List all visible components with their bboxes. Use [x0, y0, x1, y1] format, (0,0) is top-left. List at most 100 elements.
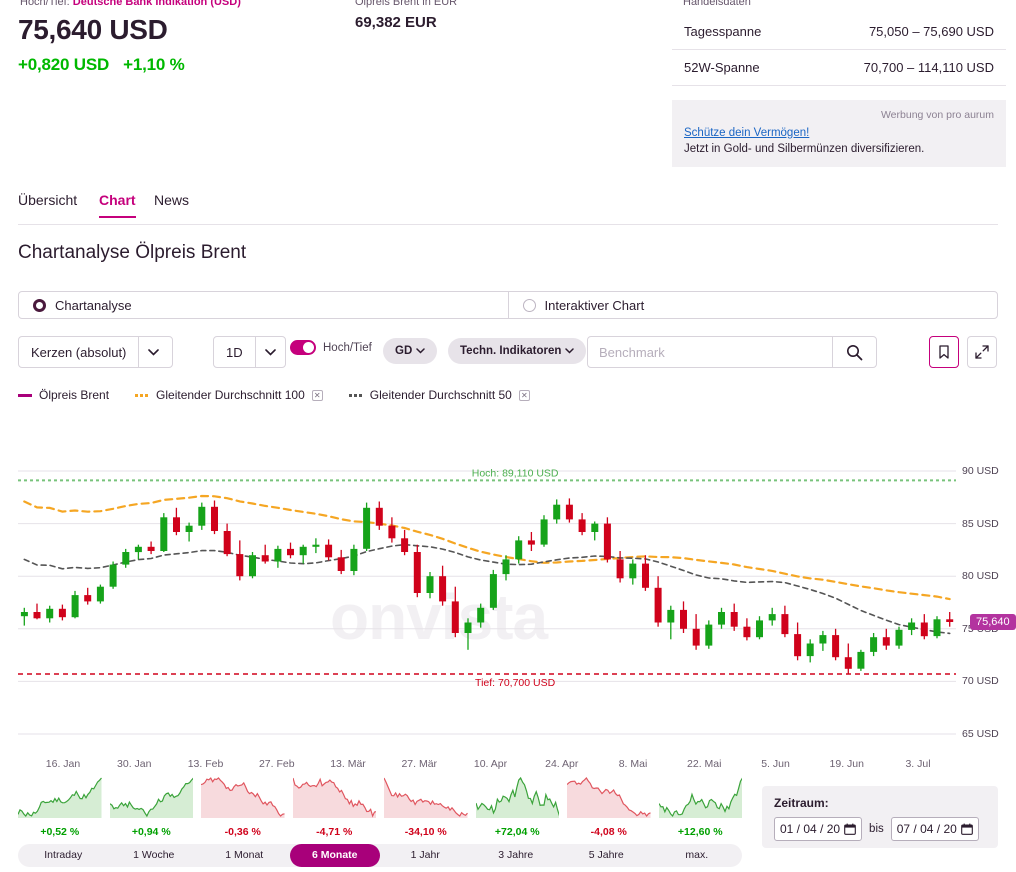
period-change: -34,10 %: [404, 826, 447, 838]
date-range-row: 01 / 04 / 20 bis 07 / 04 / 20: [774, 817, 986, 841]
sparkline-chart: [200, 777, 285, 818]
gd-dropdown[interactable]: GD: [383, 338, 438, 364]
bookmark-icon: [939, 344, 949, 359]
y-axis-tick: 85 USD: [962, 517, 999, 530]
legend-swatch-icon: [348, 393, 363, 397]
quote-change-percent: +1,10 %: [123, 55, 185, 74]
sparkline-chart: [109, 777, 194, 818]
legend-label: Ölpreis Brent: [39, 388, 110, 402]
calendar-icon: [844, 823, 856, 835]
date-from-field[interactable]: 01 / 04 / 20: [774, 817, 863, 841]
period-button-1-woche[interactable]: 1 Woche: [133, 849, 175, 861]
x-axis-tick: 3. Jul: [905, 758, 931, 770]
date-range-title: Zeitraum:: [774, 796, 829, 810]
benchmark-input[interactable]: [588, 337, 832, 367]
mode-option-label: Chartanalyse: [55, 297, 132, 313]
main-chart[interactable]: Hoch: 89,110 USD Tief: 70,700 USD 90 USD 8…: [18, 450, 1016, 760]
legend-label: Gleitender Durchschnitt 100: [156, 388, 305, 402]
fullscreen-button[interactable]: [967, 336, 997, 368]
page-title: Chartanalyse Ölpreis Brent: [18, 242, 247, 263]
radio-selected-icon: [33, 298, 46, 312]
sparkline-cell[interactable]: -4,08 %: [566, 776, 651, 838]
x-axis-tick: 22. Mai: [687, 758, 722, 770]
x-axis-tick: 16. Jan: [45, 758, 81, 770]
x-axis-tick: 13. Feb: [187, 758, 224, 770]
ad-label: Werbung von pro aurum: [880, 109, 994, 121]
svg-text:Tief: 70,700 USD: Tief: 70,700 USD: [475, 677, 556, 689]
sparkline-chart: [657, 777, 743, 818]
period-button-max[interactable]: max.: [685, 849, 709, 861]
chevron-down-icon: [416, 348, 425, 354]
info-panel: Tagesspanne 75,050 – 75,690 USD 52W-Span…: [672, 14, 1006, 167]
x-axis-labels: 16. Jan 30. Jan 13. Feb 27. Feb 13. Mär 27. M…: [18, 758, 998, 774]
toggle-switch[interactable]: [290, 340, 316, 355]
tab-uebersicht[interactable]: Übersicht: [18, 192, 78, 208]
technical-indicators-label: Techn. Indikatoren: [460, 345, 562, 357]
info-label: Tagesspanne: [684, 24, 762, 39]
legend-swatch-icon: [135, 393, 150, 397]
mode-option-chartanalyse[interactable]: Chartanalyse: [19, 292, 508, 318]
x-axis-tick: 24. Apr: [545, 758, 579, 770]
period-change: -4,71 %: [316, 826, 353, 838]
info-value: 70,700 – 114,110 USD: [863, 60, 994, 75]
sparkline-cell[interactable]: -34,10 %: [383, 776, 468, 838]
x-axis-tick: 30. Jan: [117, 758, 152, 770]
period-change: +0,94 %: [131, 826, 171, 838]
date-from-value: 01 / 04 / 20: [780, 822, 841, 836]
x-axis-tick: 13. Mär: [330, 758, 366, 770]
chart-mode-selector: Chartanalyse Interaktiver Chart: [18, 291, 998, 319]
y-axis-tick: 70 USD: [962, 675, 999, 688]
period-value: 1D: [226, 344, 243, 360]
technical-indicators-dropdown[interactable]: Techn. Indikatoren: [448, 338, 587, 364]
period-change: +0,52 %: [40, 826, 80, 838]
date-to-value: 07 / 04 / 20: [896, 822, 957, 836]
period-button-intraday[interactable]: Intraday: [44, 849, 83, 861]
advertisement-box: Werbung von pro aurum Schütze dein Vermö…: [672, 100, 1006, 167]
sparkline-cell[interactable]: -0,36 %: [200, 776, 285, 838]
high-low-toggle[interactable]: Hoch/Tief: [290, 340, 372, 355]
tabs-divider: [18, 224, 998, 225]
top-meta-left: Hoch/Tief: Deutsche Bank Indikation (USD…: [20, 0, 241, 8]
sparkline-cell[interactable]: +12,60 %: [657, 776, 743, 838]
remove-icon[interactable]: ✕: [518, 389, 530, 401]
x-axis-tick: 8. Mai: [618, 758, 648, 770]
legend-item-price: Ölpreis Brent: [18, 388, 109, 402]
period-button-1-monat[interactable]: 1 Monat: [225, 849, 264, 861]
mode-option-interaktiver-chart[interactable]: Interaktiver Chart: [507, 292, 998, 318]
tab-news[interactable]: News: [154, 192, 190, 208]
period-button-3-jahre[interactable]: 3 Jahre: [498, 849, 534, 861]
remove-icon[interactable]: ✕: [311, 389, 323, 401]
sparkline-cell[interactable]: +72,04 %: [474, 776, 560, 838]
chevron-down-icon: [138, 337, 168, 367]
sparkline-cell[interactable]: +0,94 %: [109, 776, 194, 838]
bookmark-button[interactable]: [929, 336, 959, 368]
period-button-1-jahr[interactable]: 1 Jahr: [410, 849, 440, 861]
sparkline-chart: [383, 777, 468, 818]
period-button-6-monate[interactable]: 6 Monate: [289, 844, 380, 867]
search-button[interactable]: [832, 337, 876, 367]
ad-subtitle: Jetzt in Gold- und Silbermünzen diversif…: [684, 143, 925, 155]
y-axis-tick: 80 USD: [962, 570, 999, 583]
legend-swatch-icon: [18, 393, 32, 397]
x-axis-tick: 5. Jun: [761, 758, 790, 770]
chart-type-select[interactable]: Kerzen (absolut): [18, 336, 173, 368]
date-to-field[interactable]: 07 / 04 / 20: [890, 817, 979, 841]
period-select[interactable]: 1D: [213, 336, 286, 368]
quote-price-eur: 69,382 EUR: [355, 14, 437, 31]
ad-link[interactable]: Schütze dein Vermögen!: [684, 127, 810, 139]
date-range-separator: bis: [869, 823, 884, 835]
chart-type-value: Kerzen (absolut): [31, 344, 127, 360]
date-range-picker: Zeitraum: 01 / 04 / 20 bis 07 / 04 / 20: [762, 786, 998, 848]
period-change: -0,36 %: [224, 826, 261, 838]
tab-chart[interactable]: Chart: [99, 192, 136, 218]
legend-label: Gleitender Durchschnitt 50: [369, 388, 512, 402]
sparkline-cell[interactable]: -4,71 %: [291, 776, 377, 838]
y-axis-tick: 65 USD: [962, 727, 999, 740]
expand-icon: [975, 345, 989, 359]
sparkline-cell[interactable]: +0,52 %: [17, 776, 102, 838]
info-row-tagesspanne: Tagesspanne 75,050 – 75,690 USD: [672, 14, 1006, 50]
candlestick-plot[interactable]: Hoch: 89,110 USD Tief: 70,700 USD: [18, 450, 956, 755]
calendar-icon: [960, 823, 973, 835]
period-button-5-jahre[interactable]: 5 Jahre: [588, 849, 624, 861]
